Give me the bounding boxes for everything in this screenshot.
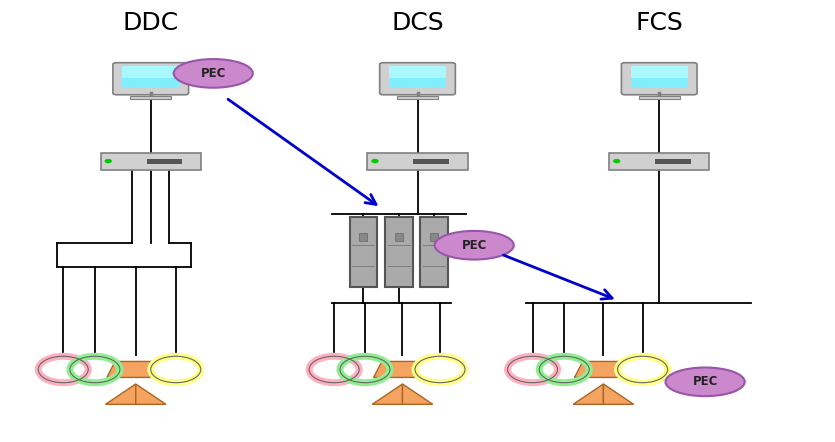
Circle shape: [539, 356, 590, 383]
Bar: [413, 159, 448, 164]
FancyBboxPatch shape: [113, 63, 189, 95]
Polygon shape: [373, 362, 432, 377]
Bar: [430, 233, 438, 241]
Polygon shape: [105, 384, 136, 404]
Bar: [397, 96, 438, 99]
Text: FCS: FCS: [635, 11, 683, 35]
Circle shape: [38, 356, 89, 383]
Bar: [610, 153, 709, 170]
Bar: [395, 233, 403, 241]
Bar: [639, 96, 680, 99]
Text: PEC: PEC: [462, 239, 487, 252]
Circle shape: [372, 160, 378, 163]
Circle shape: [70, 356, 120, 383]
Text: DDC: DDC: [123, 11, 179, 35]
Bar: [367, 153, 468, 170]
Circle shape: [340, 356, 390, 383]
Polygon shape: [372, 384, 402, 404]
Bar: [389, 66, 446, 78]
Circle shape: [508, 356, 558, 383]
Polygon shape: [402, 384, 433, 404]
Circle shape: [105, 160, 111, 163]
Polygon shape: [604, 384, 634, 404]
Bar: [147, 159, 182, 164]
Bar: [123, 66, 179, 88]
Polygon shape: [573, 384, 604, 404]
Circle shape: [151, 356, 200, 383]
Circle shape: [415, 356, 465, 383]
Bar: [389, 66, 446, 88]
Text: PEC: PEC: [200, 67, 226, 80]
Polygon shape: [574, 362, 632, 377]
Bar: [631, 66, 687, 78]
Text: DCS: DCS: [391, 11, 444, 35]
Ellipse shape: [434, 231, 514, 259]
Circle shape: [618, 356, 668, 383]
Bar: [359, 233, 367, 241]
Circle shape: [614, 160, 620, 163]
Bar: [420, 217, 448, 287]
FancyBboxPatch shape: [380, 63, 455, 95]
FancyBboxPatch shape: [621, 63, 697, 95]
Bar: [350, 217, 377, 287]
Circle shape: [309, 356, 359, 383]
Bar: [386, 217, 413, 287]
Polygon shape: [136, 384, 166, 404]
Bar: [130, 96, 171, 99]
Bar: [123, 66, 179, 78]
Bar: [631, 66, 687, 88]
Ellipse shape: [665, 367, 745, 396]
Bar: [655, 159, 691, 164]
Ellipse shape: [174, 59, 253, 88]
Text: PEC: PEC: [692, 375, 718, 389]
Bar: [101, 153, 200, 170]
Polygon shape: [107, 362, 164, 377]
